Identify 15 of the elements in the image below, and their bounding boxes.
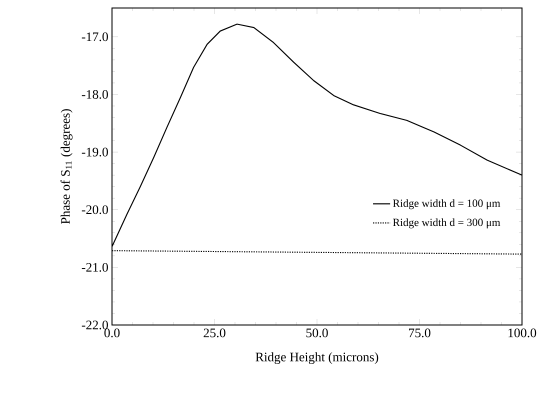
x-tick-label: 50.0 [306,328,328,338]
y-axis-title: Phase of S$_{11}$ (degrees) [60,109,73,224]
y-tick-label: -21.0 [82,262,108,272]
x-tick-label: 75.0 [408,328,430,338]
y-tick-label: -19.0 [82,148,108,157]
legend-label: Ridge width d = 300 μm [392,218,500,228]
y-tick-label: -20.0 [82,205,108,214]
x-tick-label: 25.0 [204,328,226,338]
x-tick-label: 0.0 [104,328,120,338]
y-tick-label: -18.0 [82,90,108,99]
legend-label: Ridge width d = 100 μm [392,199,500,210]
y-tick-label: -22.0 [82,320,108,330]
x-axis-title: Ridge Height (microns) [256,352,378,364]
x-tick-label: 100.0 [508,328,536,338]
y-tick-label: -17.0 [82,32,108,42]
